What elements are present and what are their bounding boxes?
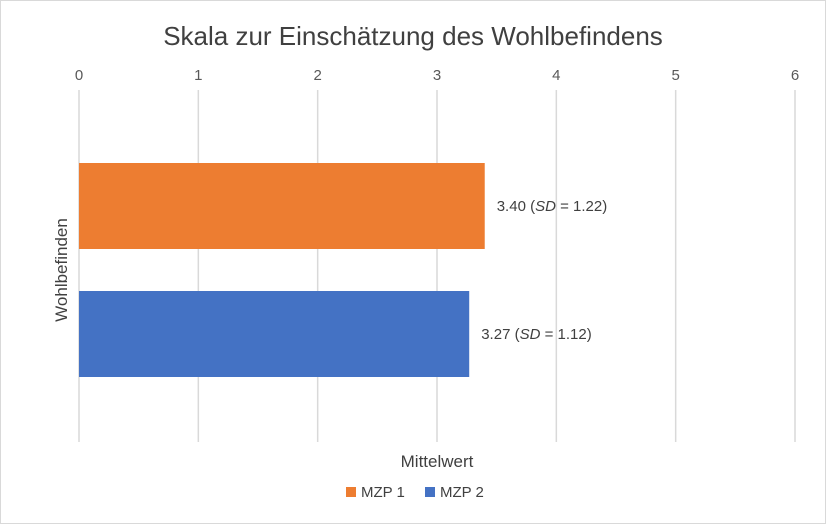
data-label-sd-prefix: SD	[535, 198, 556, 215]
data-label-close: )	[587, 326, 592, 343]
legend-swatch	[346, 487, 356, 497]
x-tick-label: 1	[194, 67, 202, 84]
y-axis-label: Wohlbefinden	[52, 218, 71, 322]
data-label: 3.40 (SD = 1.22)	[497, 198, 608, 215]
data-label-open: (	[510, 326, 519, 343]
bars	[79, 163, 485, 377]
x-axis-label: Mittelwert	[401, 452, 474, 471]
data-label-sd: 1.12	[558, 326, 587, 343]
x-tick-label: 3	[433, 67, 441, 84]
data-label-eq: =	[556, 198, 573, 215]
data-label-open: (	[526, 198, 535, 215]
data-label-value: 3.40	[497, 198, 526, 215]
data-labels: 3.40 (SD = 1.22)3.27 (SD = 1.12)	[481, 198, 607, 343]
x-tick-labels: 0 1 2 3 4 5 6	[75, 67, 799, 84]
data-label-eq: =	[540, 326, 557, 343]
legend-label: MZP 2	[440, 484, 484, 501]
data-label-sd: 1.22	[573, 198, 602, 215]
x-tick-label: 5	[671, 67, 679, 84]
data-label-sd-prefix: SD	[520, 326, 541, 343]
bar-mzp-1	[79, 163, 485, 249]
gridlines	[78, 90, 796, 442]
chart-title: Skala zur Einschätzung des Wohlbefindens	[163, 21, 663, 51]
data-label-close: )	[602, 198, 607, 215]
x-tick-label: 0	[75, 67, 83, 84]
legend: MZP 1 MZP 2	[346, 484, 484, 501]
legend-swatch	[425, 487, 435, 497]
bar-mzp-2	[79, 291, 470, 377]
data-label: 3.27 (SD = 1.12)	[481, 326, 592, 343]
x-tick-label: 2	[313, 67, 321, 84]
legend-label: MZP 1	[361, 484, 405, 501]
data-label-value: 3.27	[481, 326, 510, 343]
x-tick-label: 6	[791, 67, 799, 84]
x-tick-label: 4	[552, 67, 560, 84]
